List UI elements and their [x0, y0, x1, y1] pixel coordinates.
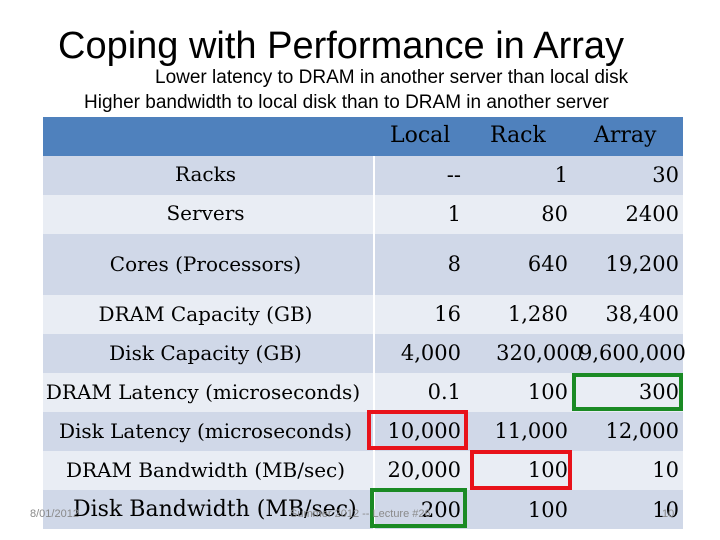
highlight-box-disk-latency-local	[367, 410, 468, 450]
row-label: DRAM Bandwidth (MB/sec)	[65, 458, 346, 482]
table-row: Disk Bandwidth (MB/sec) 200 100 10	[43, 490, 683, 529]
row-label: DRAM Latency (microseconds)	[45, 380, 361, 404]
subtitle-line-2: Higher bandwidth to local disk than to D…	[84, 92, 609, 113]
table-row: Disk Latency (microseconds) 10,000 11,00…	[43, 412, 683, 451]
cell-rack: 640	[527, 252, 568, 276]
table-row: DRAM Latency (microseconds) 0.1 100 300	[43, 373, 683, 412]
row-label: Disk Capacity (GB)	[109, 341, 302, 365]
cell-array: 2400	[625, 202, 679, 226]
cell-local: 10,000	[387, 419, 461, 443]
cell-array: 12,000	[605, 419, 679, 443]
table-row: Racks -- 1 30	[43, 156, 683, 195]
table-row: Disk Capacity (GB) 4,000 320,000 9,600,0…	[43, 334, 686, 373]
cell-array: 10	[652, 458, 679, 482]
table-header-row: Local Rack Array	[43, 117, 683, 156]
cell-rack: 100	[527, 380, 568, 404]
cell-rack: 100	[527, 498, 568, 522]
cell-local: 4,000	[400, 341, 461, 365]
row-label: Servers	[166, 201, 245, 225]
cell-array: 9,600,000	[579, 341, 686, 365]
cell-array: 30	[652, 163, 679, 187]
cell-array: 19,200	[605, 252, 679, 276]
subtitle-line-1: Lower latency to DRAM in another server …	[155, 67, 629, 88]
footer-date: 8/01/2012	[30, 508, 79, 520]
row-label: DRAM Capacity (GB)	[98, 302, 313, 326]
row-label: Cores (Processors)	[109, 252, 302, 276]
table-row: Cores (Processors) 8 640 19,200	[43, 234, 683, 295]
table-row: DRAM Capacity (GB) 16 1,280 38,400	[43, 295, 683, 334]
row-label: Racks	[174, 162, 237, 186]
cell-local: 20,000	[387, 458, 461, 482]
table-row: Servers 1 80 2400	[43, 195, 683, 234]
footer-course: Summer 2012 -- Lecture #26	[290, 508, 431, 520]
table-row: DRAM Bandwidth (MB/sec) 20,000 100 10	[43, 451, 683, 490]
highlight-box-disk-bandwidth-local	[370, 488, 467, 528]
cell-rack: 80	[541, 202, 568, 226]
cell-array: 300	[638, 380, 679, 404]
cell-rack: 1,280	[507, 302, 568, 326]
highlight-box-dram-latency-array	[572, 373, 683, 411]
cell-local: 8	[447, 252, 461, 276]
cell-local: 200	[420, 498, 461, 522]
highlight-box-dram-bandwidth-rack	[470, 450, 572, 490]
column-header-local: Local	[390, 123, 451, 148]
row-label: Disk Latency (microseconds)	[58, 419, 353, 443]
cell-rack: 11,000	[494, 419, 568, 443]
row-label: Disk Bandwidth (MB/sec)	[73, 497, 357, 522]
column-header-array: Array	[594, 123, 657, 148]
column-divider	[373, 156, 375, 529]
cell-array: 38,400	[605, 302, 679, 326]
footer-page-number: 10	[662, 508, 675, 520]
cell-local: 16	[434, 302, 461, 326]
cell-array: 10	[652, 498, 679, 522]
cell-local: --	[446, 163, 461, 187]
cell-rack: 320,000	[496, 341, 583, 365]
column-header-rack: Rack	[490, 123, 546, 148]
cell-local: 1	[447, 202, 461, 226]
slide-title: Coping with Performance in Array	[58, 25, 625, 67]
cell-rack: 1	[554, 163, 568, 187]
cell-local: 0.1	[427, 380, 461, 404]
cell-rack: 100	[527, 458, 568, 482]
